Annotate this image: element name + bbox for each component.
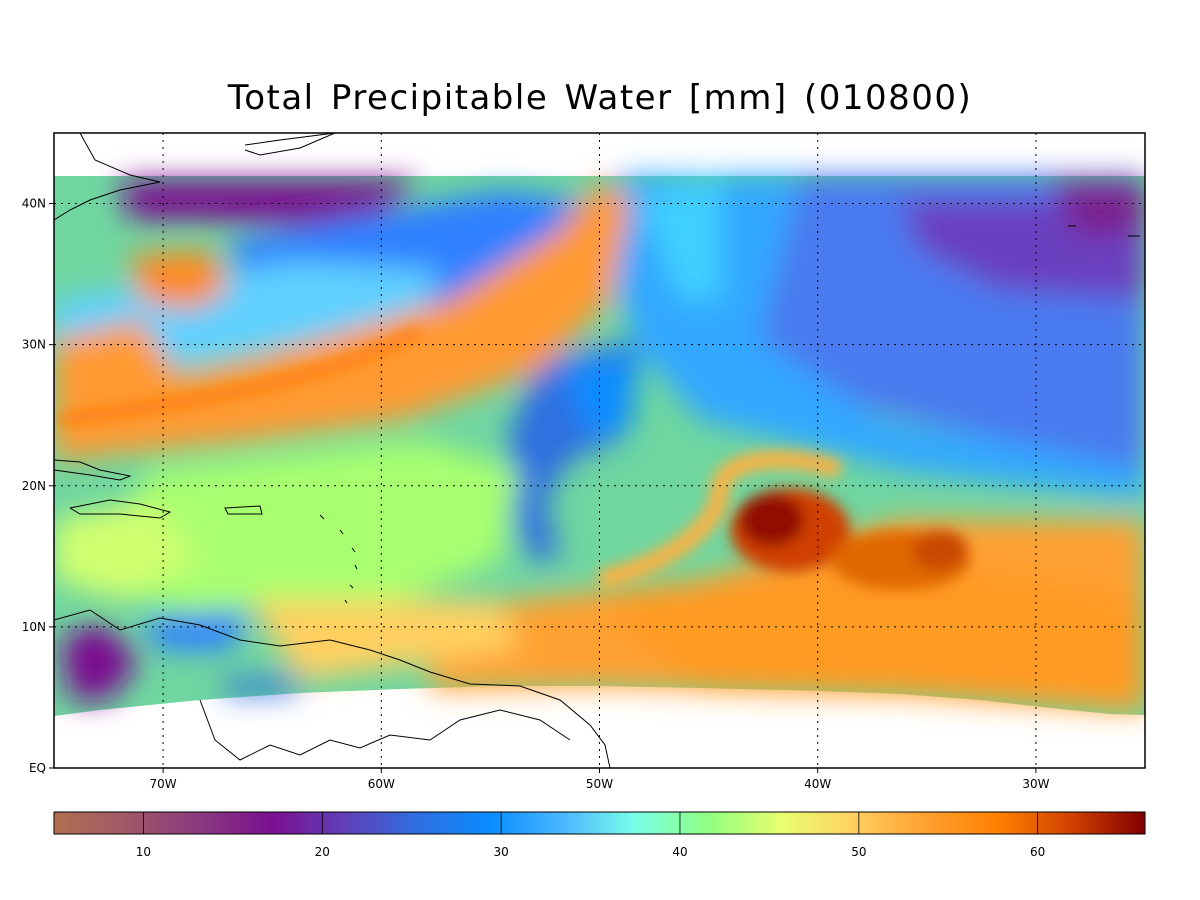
coastline-us [54,133,161,221]
coastline-south-america [54,609,611,768]
longitude-axis: 70W 60W 50W 40W 30W [150,768,1050,791]
lon-tick-label: 60W [368,777,395,791]
graticule [54,133,1145,768]
colorbar-tick-label: 40 [672,845,687,859]
coastline-azores [1068,225,1140,237]
lon-tick-label: 30W [1022,777,1049,791]
latitude-axis: 40N 30N 20N 10N EQ [22,197,54,775]
colorbar-tick-label: 60 [1030,845,1045,859]
lat-tick-label: 40N [22,197,46,211]
colorbar-ticks: 10 20 30 40 50 60 [136,812,1045,859]
colorbar-tick-label: 50 [851,845,866,859]
coastline-islands [319,514,358,604]
lat-tick-label: 20N [22,479,46,493]
colorbar-tick-label: 20 [315,845,330,859]
coastline-nova-scotia [244,133,336,156]
lon-tick-label: 70W [150,777,177,791]
lat-tick-label: EQ [29,761,46,775]
coastline-guyana [199,699,571,761]
lon-tick-label: 40W [804,777,831,791]
precipitable-water-field [54,176,1145,716]
colorbar [53,811,1146,835]
coastline-puerto-rico [224,505,263,515]
coastline-hispaniola [69,499,172,519]
lat-tick-label: 30N [22,338,46,352]
coastlines [54,133,1140,768]
lat-tick-label: 10N [22,620,46,634]
lon-tick-label: 50W [586,777,613,791]
colorbar-tick-label: 10 [136,845,151,859]
colorbar-tick-label: 30 [493,845,508,859]
coastline-cuba [54,459,132,481]
map-title: Total Precipitable Water [mm] (010800) [227,78,973,118]
